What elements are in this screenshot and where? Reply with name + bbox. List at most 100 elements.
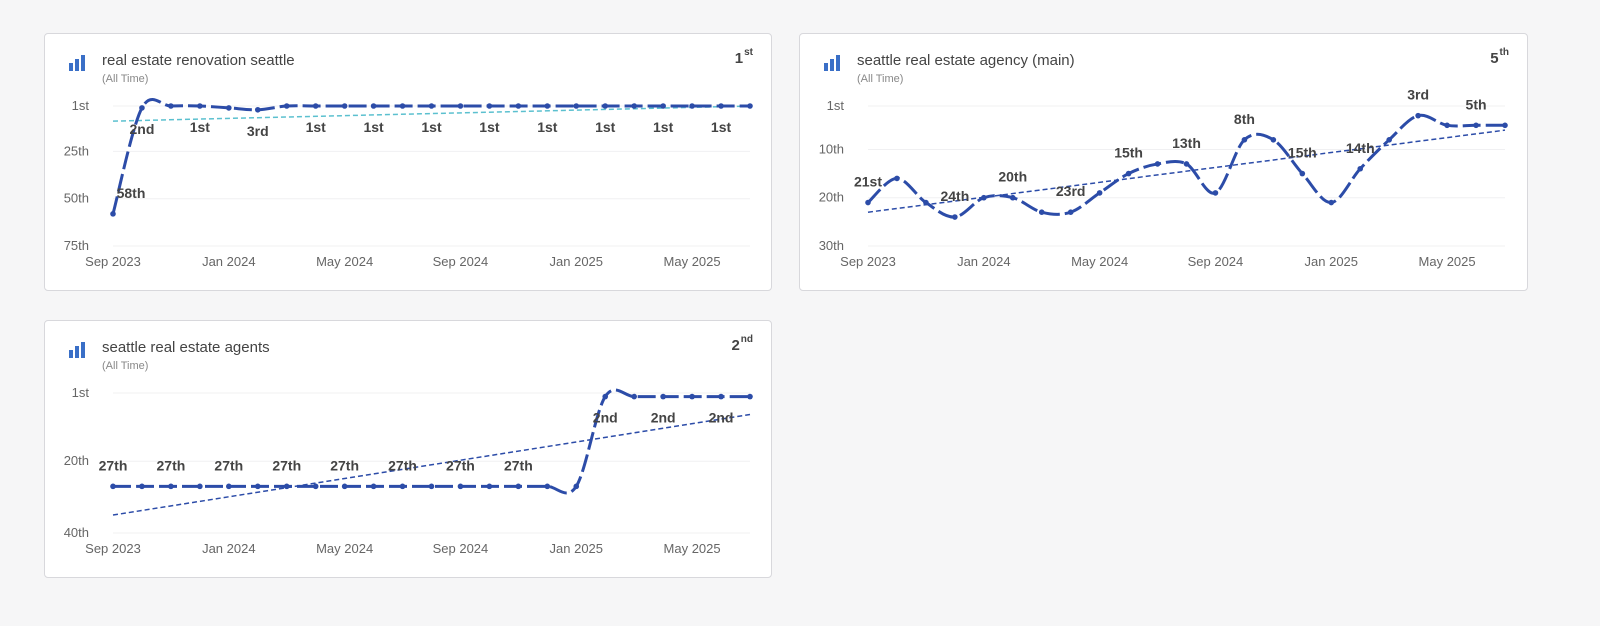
data-point	[602, 103, 609, 109]
x-tick-label: Jan 2025	[550, 254, 604, 269]
chart-subtitle: (All Time)	[857, 73, 904, 85]
data-point	[1386, 136, 1392, 143]
data-point	[1415, 112, 1421, 119]
data-point	[1067, 209, 1074, 216]
data-point	[894, 175, 900, 182]
data-label: 8th	[1234, 111, 1255, 127]
data-label: 3rd	[247, 123, 269, 139]
data-point	[1473, 122, 1479, 129]
data-point	[718, 103, 724, 109]
current-rank-badge: 5th	[1490, 47, 1509, 67]
data-point	[168, 103, 174, 109]
x-tick-label: Sep 2024	[433, 254, 489, 269]
data-point	[1299, 170, 1306, 177]
data-label: 27th	[388, 457, 417, 473]
current-rank-badge: 1st	[734, 47, 753, 67]
data-label: 2nd	[651, 410, 676, 426]
data-point	[1328, 199, 1335, 206]
x-tick-label: Sep 2023	[85, 541, 141, 556]
data-point	[573, 483, 580, 490]
data-point	[254, 483, 261, 490]
data-point	[689, 393, 695, 400]
chart-card-agents[interactable]: seattle real estate agents (All Time) 2n…	[44, 320, 772, 578]
data-point	[370, 103, 377, 109]
data-label: 27th	[99, 457, 128, 473]
data-point	[1357, 165, 1364, 172]
data-point	[457, 483, 464, 490]
data-label: 20th	[998, 169, 1027, 185]
data-label: 2nd	[709, 410, 734, 426]
y-tick-label: 20th	[64, 453, 89, 468]
data-point	[139, 483, 145, 490]
data-point	[923, 199, 929, 206]
x-tick-label: May 2024	[316, 254, 373, 269]
data-label: 21st	[854, 174, 882, 190]
data-point	[573, 103, 580, 109]
x-tick-label: Sep 2023	[85, 254, 141, 269]
data-label: 27th	[214, 457, 243, 473]
data-point	[370, 483, 377, 490]
data-label: 1st	[363, 119, 384, 135]
data-point	[312, 483, 319, 490]
chart-title: seattle real estate agents	[102, 339, 270, 356]
chart-card-renovation[interactable]: real estate renovation seattle (All Time…	[44, 33, 772, 291]
bar-chart-icon	[69, 55, 85, 71]
data-point	[515, 103, 522, 109]
data-label: 2nd	[130, 121, 155, 137]
data-label: 1st	[306, 119, 327, 135]
x-tick-label: May 2025	[664, 254, 721, 269]
data-point	[631, 103, 637, 109]
chart-card-agency[interactable]: seattle real estate agency (main) (All T…	[799, 33, 1528, 291]
data-point	[718, 393, 724, 400]
y-tick-label: 50th	[64, 191, 89, 206]
data-point	[515, 483, 522, 490]
x-tick-label: May 2025	[664, 541, 721, 556]
data-point	[312, 103, 319, 109]
x-tick-label: Jan 2025	[550, 541, 604, 556]
chart-subtitle: (All Time)	[102, 73, 149, 85]
data-point	[341, 483, 348, 490]
x-tick-label: Sep 2024	[1188, 254, 1244, 269]
data-point	[486, 483, 493, 490]
data-point	[660, 393, 666, 400]
data-label: 14th	[1346, 140, 1375, 156]
data-label: 23rd	[1056, 183, 1086, 199]
data-point	[283, 483, 290, 490]
data-label: 2nd	[593, 410, 618, 426]
data-point	[1154, 161, 1161, 167]
data-point	[110, 483, 116, 490]
data-point	[110, 211, 116, 217]
data-point	[168, 483, 174, 490]
y-tick-label: 10th	[819, 141, 844, 156]
data-point	[428, 103, 435, 109]
data-label: 1st	[653, 119, 674, 135]
data-point	[1502, 122, 1508, 129]
x-tick-label: Jan 2024	[202, 254, 256, 269]
data-label: 1st	[421, 119, 442, 135]
data-point	[254, 106, 261, 113]
y-tick-label: 30th	[819, 238, 844, 253]
series-line	[866, 113, 1505, 219]
x-tick-label: Sep 2024	[433, 541, 489, 556]
y-tick-label: 1st	[72, 385, 90, 400]
data-label: 13th	[1172, 135, 1201, 151]
data-point	[486, 103, 493, 109]
data-point	[602, 393, 609, 400]
data-label: 1st	[479, 119, 500, 135]
data-label: 1st	[711, 119, 732, 135]
data-point	[399, 103, 406, 109]
y-tick-label: 40th	[64, 525, 89, 540]
x-tick-label: Jan 2024	[202, 541, 256, 556]
bar-chart-icon	[69, 342, 85, 358]
current-rank-badge: 2nd	[731, 334, 753, 354]
data-point	[283, 103, 290, 109]
trend-line	[112, 105, 751, 122]
x-tick-label: May 2024	[316, 541, 373, 556]
data-point	[399, 483, 406, 490]
data-label: 5th	[1466, 96, 1487, 112]
data-label: 1st	[190, 119, 211, 135]
data-point	[1212, 190, 1219, 196]
